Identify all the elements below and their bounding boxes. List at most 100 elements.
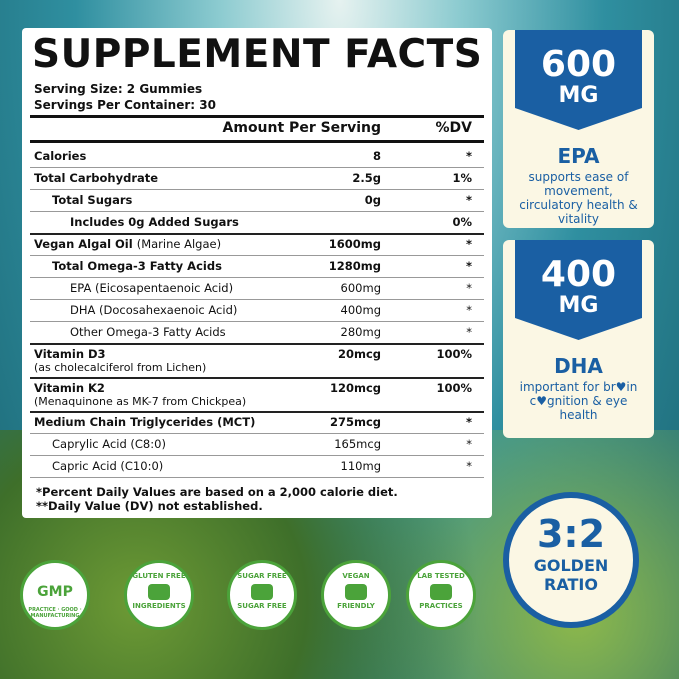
rule [30, 277, 484, 278]
row-amount: 2.5g [352, 171, 381, 185]
row-name: Caprylic Acid (C8:0) [52, 437, 166, 451]
row-dv: * [466, 281, 472, 295]
row-amount: 0g [364, 193, 381, 207]
row-name: Capric Acid (C10:0) [52, 459, 164, 473]
row-name: Vitamin D3 [34, 347, 106, 361]
badge-top: GMP [37, 584, 73, 600]
row-name: DHA (Docosahexaenoic Acid) [70, 303, 238, 317]
row-dv: * [465, 259, 472, 273]
ratio-badge: 3:2 GOLDEN RATIO [503, 492, 639, 628]
header-amount: Amount Per Serving [222, 120, 381, 136]
rule [30, 233, 484, 235]
card-unit: MG [558, 83, 599, 108]
row-name: EPA (Eicosapentaenoic Acid) [70, 281, 234, 295]
rule [30, 211, 484, 212]
ratio: 3:2 [536, 512, 606, 556]
rule [30, 321, 484, 322]
badge-bottom: FRIENDLY [337, 601, 375, 610]
row-dv: * [465, 237, 472, 251]
badge-bottom: INGREDIENTS [132, 601, 186, 610]
rule [30, 255, 484, 256]
row-name: Total Carbohydrate [34, 171, 159, 185]
rule [30, 189, 484, 190]
ratio-line: GOLDEN [533, 556, 609, 575]
card-text: important for br♥in c♥gnition & eye heal… [519, 380, 638, 422]
row-amount: 20mcg [337, 347, 381, 361]
card-unit: MG [558, 293, 599, 318]
nutrient-card: 600 MG EPA supports ease of movement, circu… [503, 30, 654, 228]
card-banner [515, 30, 642, 130]
certification-badge: GMP PRACTICE · GOOD · MANUFACTURING [20, 560, 90, 630]
card-name: DHA [554, 354, 603, 378]
row-dv: 1% [452, 171, 472, 185]
row-amount: 120mcg [329, 381, 381, 395]
row-amount: 600mg [340, 281, 381, 295]
rule [30, 433, 484, 434]
serving-size: Serving Size: 2 Gummies [34, 82, 203, 96]
badge-icon [430, 583, 452, 600]
row-amount: 8 [372, 149, 381, 163]
row-name: Medium Chain Triglycerides (MCT) [34, 415, 256, 429]
row-dv: * [466, 459, 472, 473]
row-dv: 100% [436, 347, 472, 361]
row-amount: 165mcg [334, 437, 381, 451]
row-sub: (as cholecalciferol from Lichen) [34, 361, 207, 374]
row-amount: 275mcg [329, 415, 381, 429]
title: SUPPLEMENT FACTS [32, 32, 483, 77]
row-dv: * [466, 325, 472, 339]
badge-top: VEGAN [342, 572, 370, 580]
rule [30, 115, 484, 118]
row-amount: 1280mg [328, 259, 381, 273]
certification-badge: SUGAR FREE SUGAR FREE [227, 560, 297, 630]
rule [30, 377, 484, 379]
certification-badge: GLUTEN FREE INGREDIENTS [124, 560, 194, 630]
row-dv: * [465, 193, 472, 207]
row-dv: * [466, 303, 472, 317]
badge-top: LAB TESTED [417, 572, 465, 580]
row-amount: 110mg [340, 459, 381, 473]
footnote: *Percent Daily Values are based on a 2,0… [36, 485, 398, 499]
badge-icon [251, 583, 273, 600]
rule [30, 411, 484, 413]
badge-top: GLUTEN FREE [132, 572, 186, 580]
rule [30, 167, 484, 168]
nutrient-card: 400 MG DHA important for br♥in c♥gnition & … [503, 240, 654, 438]
footnote: **Daily Value (DV) not established. [36, 499, 263, 513]
badge-bottom: SUGAR FREE [237, 601, 287, 610]
card-name: EPA [557, 144, 600, 168]
badge-top: SUGAR FREE [237, 572, 287, 580]
row-dv: * [465, 149, 472, 163]
certification-badge: VEGAN FRIENDLY [321, 560, 391, 630]
ratio-line: RATIO [544, 575, 598, 594]
row-name: Total Sugars [52, 193, 133, 207]
badge-bottom: PRACTICES [419, 601, 463, 610]
row-dv: 0% [452, 215, 472, 229]
rule [30, 140, 484, 143]
row-name: Vitamin K2 [34, 381, 105, 395]
row-name: Calories [34, 149, 87, 163]
rule [30, 455, 484, 456]
card-banner [515, 240, 642, 340]
row-dv: 100% [436, 381, 472, 395]
badge-bottom: PRACTICE · GOOD · MANUFACTURING [28, 607, 82, 619]
row-name: Other Omega-3 Fatty Acids [70, 325, 226, 339]
row-name: Includes 0g Added Sugars [70, 215, 239, 229]
row-amount: 400mg [340, 303, 381, 317]
row-name: Total Omega-3 Fatty Acids [52, 259, 222, 273]
row-sub: (Menaquinone as MK-7 from Chickpea) [34, 395, 247, 408]
badge-icon [148, 583, 170, 600]
row-dv: * [466, 437, 472, 451]
certification-badge: LAB TESTED PRACTICES [406, 560, 476, 630]
row-name: Vegan Algal Oil (Marine Algae) [34, 237, 222, 251]
rule [30, 299, 484, 300]
row-note: (Marine Algae) [136, 237, 222, 251]
card-text: supports ease of movement, circulatory h… [519, 170, 638, 226]
row-amount: 1600mg [328, 237, 381, 251]
servings-per-container: Servings Per Container: 30 [34, 98, 216, 112]
card-amount: 600 [540, 44, 617, 85]
facts-panel: SUPPLEMENT FACTS Serving Size: 2 Gummies… [22, 28, 492, 518]
row-amount: 280mg [340, 325, 381, 339]
header-dv: %DV [435, 120, 472, 136]
badge-icon [345, 583, 367, 600]
